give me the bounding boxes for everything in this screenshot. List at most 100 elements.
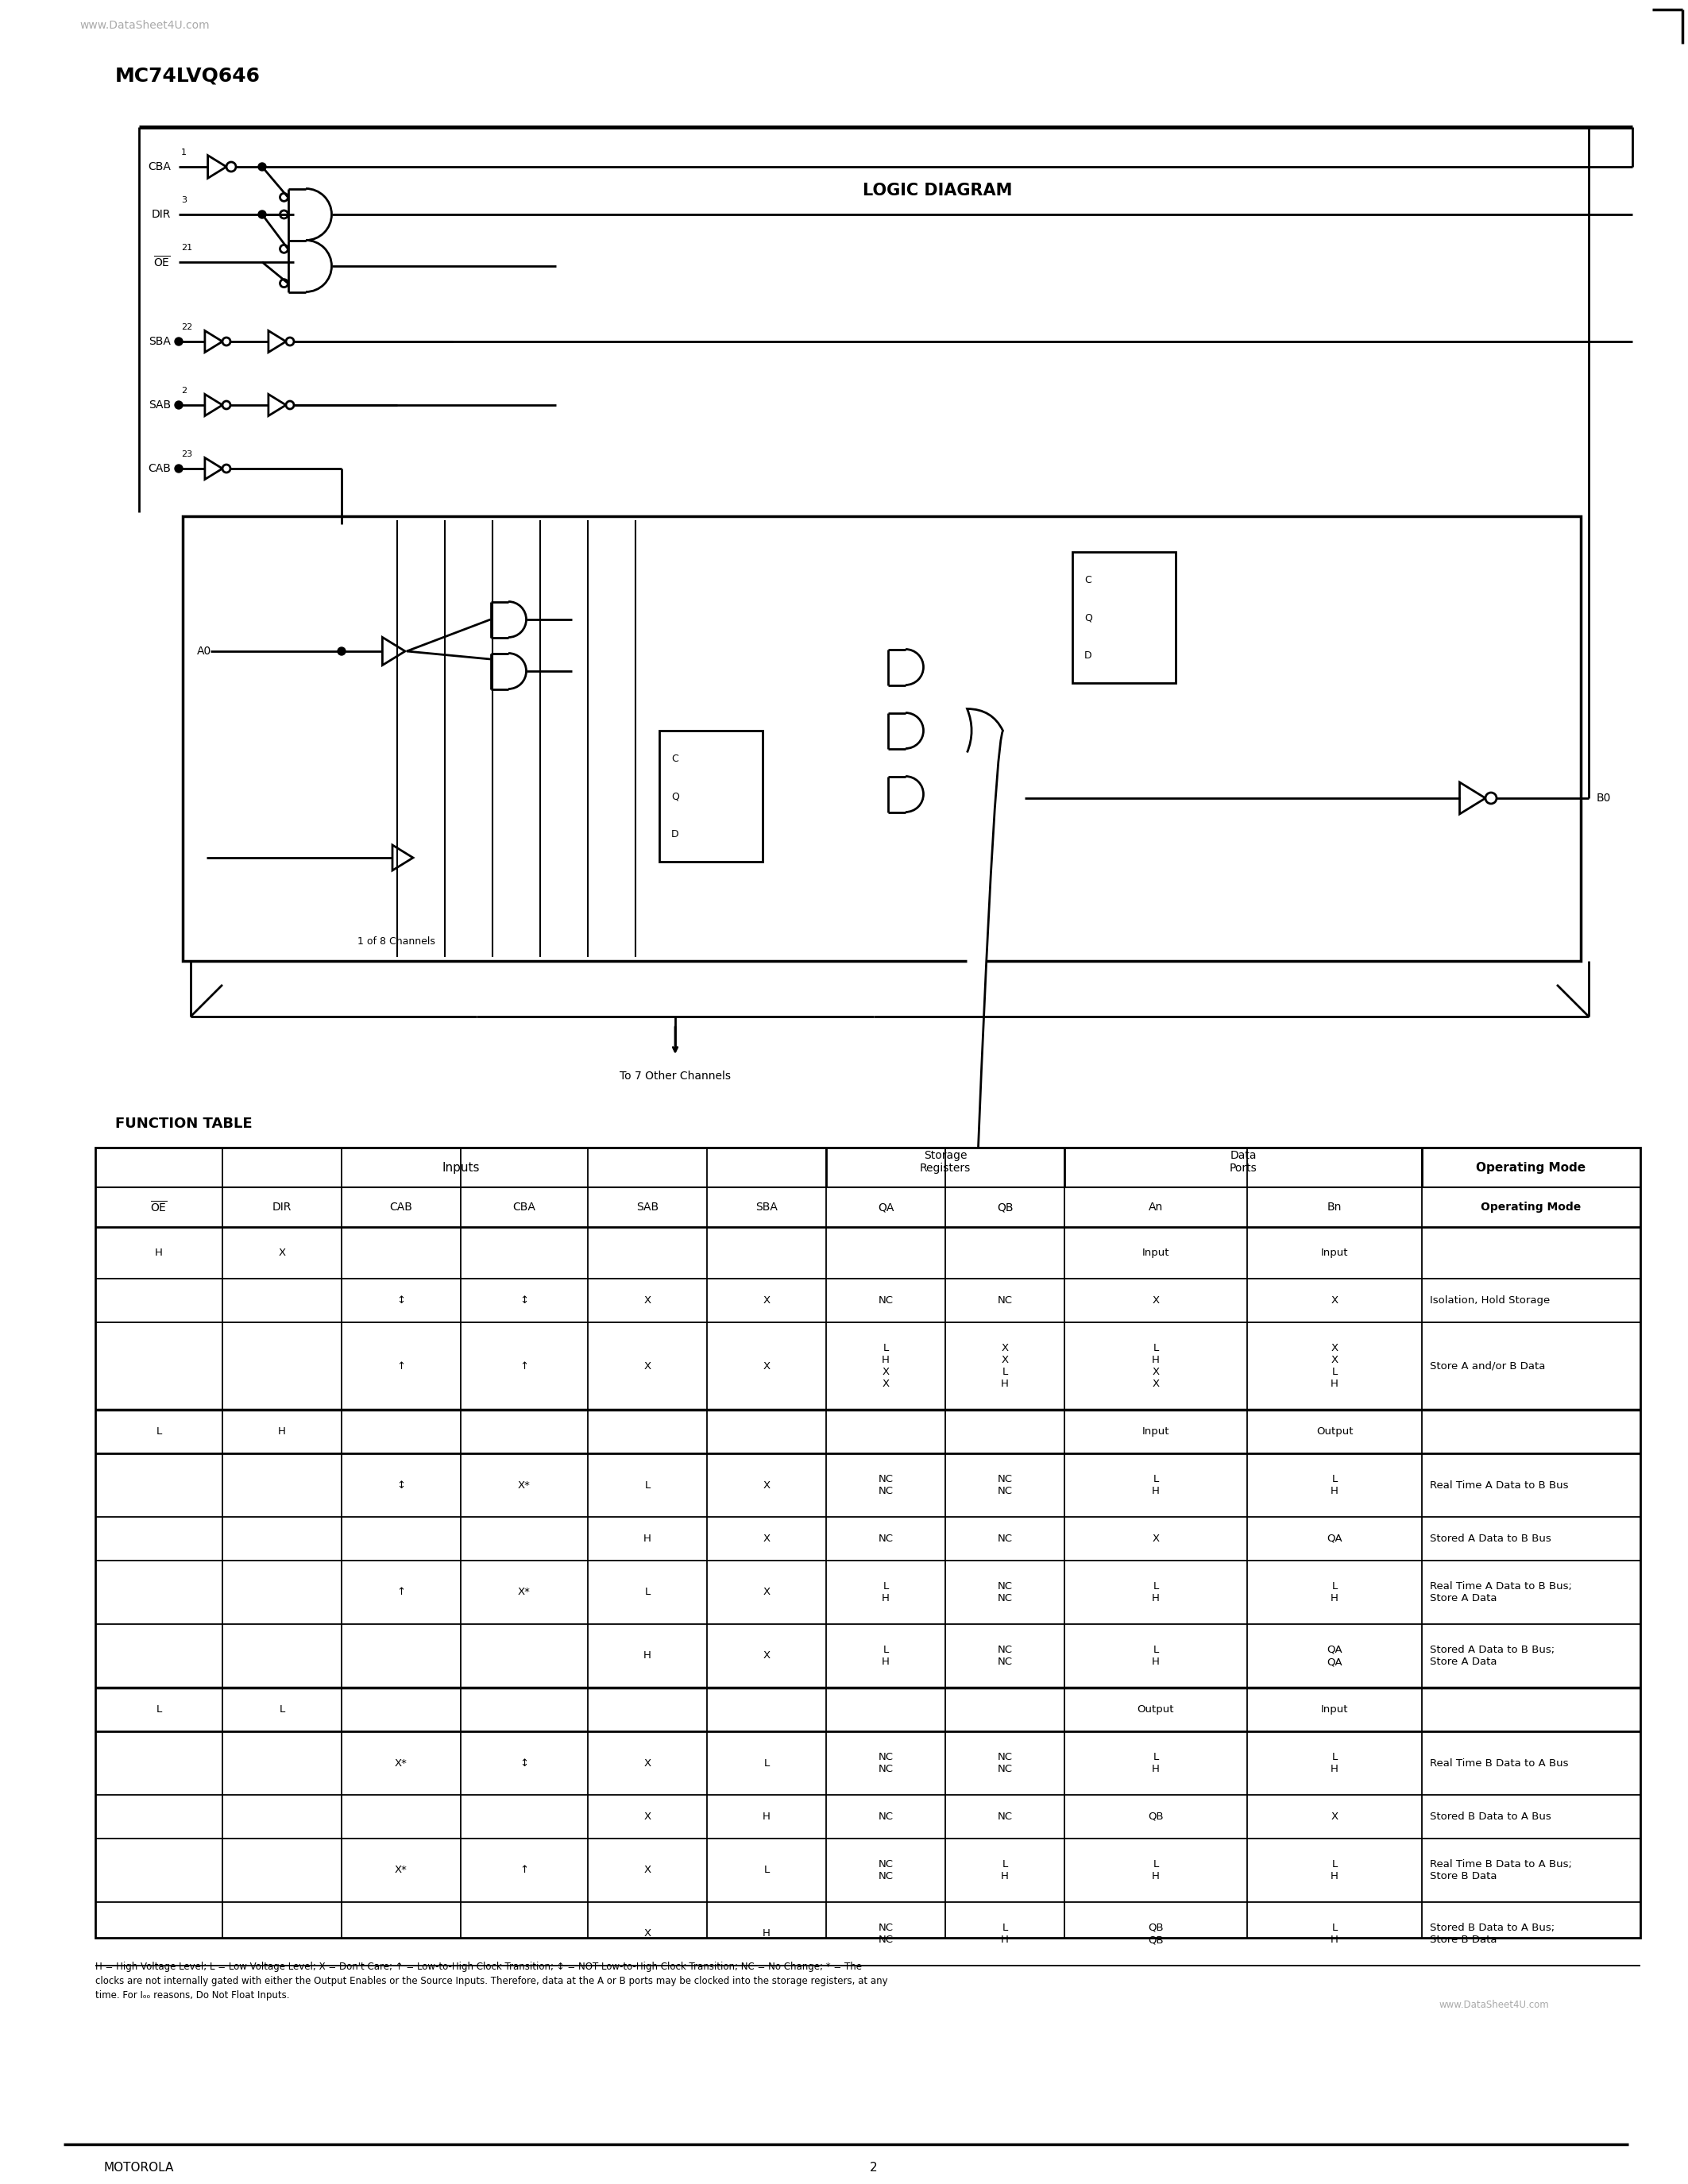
Text: CAB: CAB bbox=[390, 1201, 412, 1212]
Text: L
H
X
X: L H X X bbox=[881, 1343, 890, 1389]
Text: X: X bbox=[279, 1247, 285, 1258]
Text: Real Time A Data to B Bus: Real Time A Data to B Bus bbox=[1430, 1481, 1568, 1489]
Polygon shape bbox=[268, 330, 285, 352]
Text: ↕: ↕ bbox=[520, 1295, 528, 1306]
Text: 2: 2 bbox=[869, 2162, 878, 2173]
Text: ↑: ↑ bbox=[397, 1361, 405, 1372]
Text: H: H bbox=[279, 1426, 285, 1437]
Text: X*: X* bbox=[395, 1758, 407, 1769]
Text: A0: A0 bbox=[197, 646, 211, 657]
Text: Storage
Registers: Storage Registers bbox=[920, 1151, 971, 1173]
Text: X: X bbox=[643, 1758, 652, 1769]
Text: Real Time B Data to A Bus;
Store B Data: Real Time B Data to A Bus; Store B Data bbox=[1430, 1859, 1572, 1880]
Text: X: X bbox=[763, 1481, 770, 1489]
Text: DIR: DIR bbox=[152, 210, 170, 221]
Text: L
H: L H bbox=[881, 1581, 890, 1603]
Text: D: D bbox=[672, 828, 679, 839]
Text: Stored A Data to B Bus: Stored A Data to B Bus bbox=[1430, 1533, 1551, 1544]
Text: Q: Q bbox=[672, 791, 679, 802]
Text: $\overline{\mathrm{OE}}$: $\overline{\mathrm{OE}}$ bbox=[154, 256, 170, 269]
Text: NC: NC bbox=[878, 1533, 893, 1544]
Text: L: L bbox=[645, 1588, 650, 1597]
Circle shape bbox=[285, 402, 294, 408]
Text: L
H: L H bbox=[1151, 1474, 1160, 1496]
Text: NC
NC: NC NC bbox=[998, 1752, 1013, 1773]
Text: X: X bbox=[1330, 1295, 1339, 1306]
Circle shape bbox=[280, 210, 289, 218]
Text: NC: NC bbox=[998, 1533, 1013, 1544]
Polygon shape bbox=[204, 330, 223, 352]
Circle shape bbox=[223, 402, 230, 408]
Text: ↑: ↑ bbox=[520, 1361, 528, 1372]
Text: H: H bbox=[763, 1928, 770, 1939]
Text: L: L bbox=[155, 1426, 162, 1437]
Text: NC
NC: NC NC bbox=[998, 1645, 1013, 1666]
Circle shape bbox=[280, 245, 289, 253]
Text: CAB: CAB bbox=[149, 463, 170, 474]
Text: NC
NC: NC NC bbox=[878, 1922, 893, 1946]
Text: X: X bbox=[1330, 1811, 1339, 1821]
Text: NC
NC: NC NC bbox=[878, 1859, 893, 1880]
Bar bbox=[660, 732, 763, 863]
Text: QB
QB: QB QB bbox=[1148, 1922, 1163, 1946]
Text: QA: QA bbox=[1327, 1533, 1342, 1544]
Text: Input: Input bbox=[1143, 1426, 1170, 1437]
Text: Output: Output bbox=[1138, 1704, 1175, 1714]
Text: X: X bbox=[643, 1811, 652, 1821]
Circle shape bbox=[280, 280, 289, 288]
Text: L: L bbox=[763, 1865, 770, 1876]
Text: C: C bbox=[1084, 574, 1090, 585]
Text: Input: Input bbox=[1320, 1247, 1349, 1258]
Circle shape bbox=[280, 192, 289, 201]
Text: MOTOROLA: MOTOROLA bbox=[103, 2162, 174, 2173]
Polygon shape bbox=[383, 638, 405, 666]
Text: L: L bbox=[155, 1704, 162, 1714]
Text: 23: 23 bbox=[181, 450, 192, 459]
Text: NC
NC: NC NC bbox=[878, 1474, 893, 1496]
Text: 2: 2 bbox=[181, 387, 187, 395]
Text: L
H: L H bbox=[1151, 1645, 1160, 1666]
Text: Inputs: Inputs bbox=[442, 1162, 479, 1173]
Circle shape bbox=[223, 339, 230, 345]
Circle shape bbox=[176, 339, 182, 345]
Text: CBA: CBA bbox=[149, 162, 170, 173]
Text: Stored B Data to A Bus;
Store B Data: Stored B Data to A Bus; Store B Data bbox=[1430, 1922, 1555, 1946]
Text: QB: QB bbox=[996, 1201, 1013, 1212]
Text: X*: X* bbox=[518, 1481, 530, 1489]
Text: X: X bbox=[643, 1361, 652, 1372]
Circle shape bbox=[176, 465, 182, 472]
Text: 1 of 8 Channels: 1 of 8 Channels bbox=[358, 937, 436, 946]
Text: 3: 3 bbox=[181, 197, 187, 203]
Text: L
H: L H bbox=[1151, 1581, 1160, 1603]
Text: CBA: CBA bbox=[513, 1201, 535, 1212]
Text: www.DataSheet4U.com: www.DataSheet4U.com bbox=[1438, 2001, 1550, 2011]
Polygon shape bbox=[208, 155, 226, 179]
Text: Q: Q bbox=[1084, 614, 1092, 622]
Text: C: C bbox=[672, 753, 679, 764]
Text: Stored B Data to A Bus: Stored B Data to A Bus bbox=[1430, 1811, 1551, 1821]
Text: X: X bbox=[1153, 1533, 1160, 1544]
Bar bbox=[182, 515, 1580, 961]
Text: SBA: SBA bbox=[756, 1201, 778, 1212]
Text: ↕: ↕ bbox=[520, 1758, 528, 1769]
Text: L
H: L H bbox=[1001, 1859, 1009, 1880]
Text: QA
QA: QA QA bbox=[1327, 1645, 1342, 1666]
Text: X*: X* bbox=[518, 1588, 530, 1597]
Text: Input: Input bbox=[1320, 1704, 1349, 1714]
Text: H: H bbox=[155, 1247, 162, 1258]
Text: 1: 1 bbox=[181, 149, 187, 157]
Text: L
H: L H bbox=[1151, 1859, 1160, 1880]
Circle shape bbox=[338, 646, 346, 655]
Circle shape bbox=[258, 210, 267, 218]
Text: X
X
L
H: X X L H bbox=[1001, 1343, 1009, 1389]
Text: QA: QA bbox=[878, 1201, 895, 1212]
Circle shape bbox=[258, 164, 267, 170]
Text: LOGIC DIAGRAM: LOGIC DIAGRAM bbox=[863, 183, 1013, 199]
Text: SAB: SAB bbox=[636, 1201, 658, 1212]
Text: D: D bbox=[1084, 651, 1092, 660]
Text: NC: NC bbox=[998, 1811, 1013, 1821]
Text: X
X
L
H: X X L H bbox=[1330, 1343, 1339, 1389]
Bar bbox=[1072, 553, 1175, 684]
Polygon shape bbox=[204, 459, 223, 478]
Circle shape bbox=[285, 339, 294, 345]
